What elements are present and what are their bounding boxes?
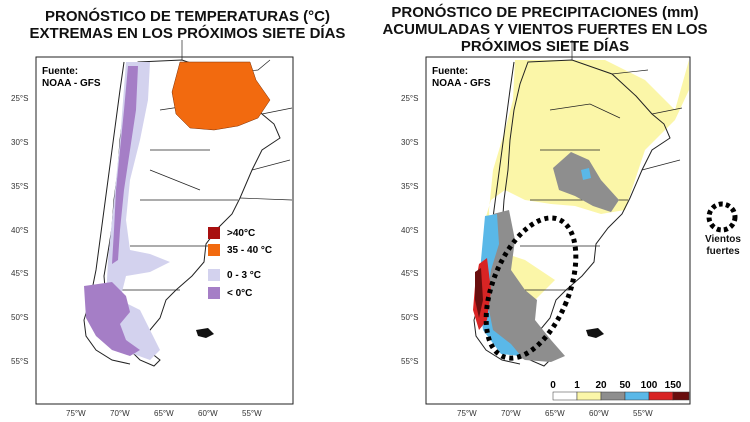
cold-zone-below-zero-south: [84, 282, 140, 356]
temperature-map: Fuente: NOAA - GFS 25°S 30°S 35°S 40°S 4…: [11, 40, 294, 418]
right-map-title: PRONÓSTICO DE PRECIPITACIONES (mm) ACUMU…: [375, 4, 715, 55]
right-source-value: NOAA - GFS: [432, 78, 491, 89]
lat-label: 55°S: [401, 357, 418, 366]
lon-label: 75°W: [66, 409, 86, 418]
legend-swatch-over-40: [208, 227, 220, 239]
scale-label-1: 1: [574, 380, 580, 391]
lat-label: 35°S: [11, 182, 28, 191]
lat-label: 50°S: [11, 313, 28, 322]
right-title-line-3: PRÓXIMOS SIETE DÍAS: [460, 38, 630, 55]
lon-label: 55°W: [242, 409, 262, 418]
right-lat-ticks: 25°S 30°S 35°S 40°S 45°S 50°S 55°S: [401, 94, 418, 366]
lat-label: 45°S: [401, 269, 418, 278]
scale-swatch-0-1: [552, 391, 578, 401]
lon-label: 70°W: [110, 409, 130, 418]
scale-label-150: 150: [665, 380, 682, 391]
lat-label: 25°S: [11, 94, 28, 103]
temperature-legend: >40°C 35 - 40 °C 0 - 3 °C < 0°C: [208, 227, 272, 299]
lat-label: 40°S: [11, 226, 28, 235]
left-chile-coast: [83, 61, 131, 365]
lat-label: 50°S: [401, 313, 418, 322]
wind-legend-line-1: Vientos: [705, 234, 741, 245]
scale-label-100: 100: [641, 380, 658, 391]
left-malvinas-islands: [196, 328, 214, 338]
left-borders: [122, 40, 293, 291]
legend-label-below-zero: < 0°C: [227, 288, 252, 299]
right-borders: [512, 40, 683, 291]
precip-zone-20-50-patagonia: [483, 210, 565, 362]
cold-zone-below-zero: [112, 66, 138, 264]
strong-wind-zone: [483, 215, 579, 361]
lat-label: 25°S: [401, 94, 418, 103]
lat-label: 45°S: [11, 269, 28, 278]
scale-swatch-20-50: [600, 391, 626, 401]
scale-label-50: 50: [619, 380, 631, 391]
right-malvinas-islands: [586, 328, 604, 338]
right-source-label: Fuente:: [432, 66, 468, 77]
lon-label: 75°W: [457, 409, 477, 418]
precip-zone-50-100-andes: [479, 214, 521, 356]
left-lat-ticks: 25°S 30°S 35°S 40°S 45°S 50°S 55°S: [11, 94, 28, 366]
scale-label-20: 20: [595, 380, 607, 391]
scale-swatch-1-20: [576, 391, 602, 401]
heat-zone-35-40: [171, 61, 271, 131]
left-map-title: PRONÓSTICO DE TEMPERATURAS (°C) EXTREMAS…: [0, 8, 375, 42]
scale-swatch-100-150: [648, 391, 674, 401]
legend-swatch-35-40: [208, 244, 220, 256]
lat-label: 30°S: [11, 138, 28, 147]
legend-swatch-0-3: [208, 269, 220, 281]
right-title-line-2: ACUMULADAS Y VIENTOS FUERTES EN LOS: [382, 21, 708, 38]
legend-label-35-40: 35 - 40 °C: [227, 245, 272, 256]
left-title-line-2: EXTREMAS EN LOS PRÓXIMOS SIETE DÍAS: [29, 25, 346, 42]
lat-label: 55°S: [11, 357, 28, 366]
precipitation-map: Fuente: NOAA - GFS 25°S 30°S 35°S 40°S 4…: [401, 40, 738, 418]
right-lon-ticks: 75°W 70°W 65°W 60°W 55°W: [457, 409, 653, 418]
wind-legend-symbol: [706, 201, 738, 233]
precip-zone-20-50-centre: [553, 152, 619, 212]
legend-label-over-40: >40°C: [227, 228, 255, 239]
wind-legend-label: Vientos fuertes: [696, 234, 750, 258]
right-title-line-1: PRONÓSTICO DE PRECIPITACIONES (mm): [391, 4, 699, 21]
lat-label: 35°S: [401, 182, 418, 191]
lon-label: 65°W: [154, 409, 174, 418]
scale-label-0: 0: [550, 380, 556, 391]
lon-label: 55°W: [633, 409, 653, 418]
lat-label: 30°S: [401, 138, 418, 147]
wind-legend-line-2: fuertes: [706, 246, 740, 257]
lon-label: 60°W: [198, 409, 218, 418]
legend-label-0-3: 0 - 3 °C: [227, 270, 261, 281]
lon-label: 60°W: [589, 409, 609, 418]
scale-swatch-over-150: [672, 391, 690, 401]
lon-label: 65°W: [545, 409, 565, 418]
left-title-line-1: PRONÓSTICO DE TEMPERATURAS (°C): [45, 8, 330, 25]
left-lon-ticks: 75°W 70°W 65°W 60°W 55°W: [66, 409, 262, 418]
lon-label: 70°W: [501, 409, 521, 418]
precipitation-scale: 0 1 20 50 100 150: [550, 380, 690, 401]
lat-label: 40°S: [401, 226, 418, 235]
precip-zone-over-150: [475, 268, 483, 318]
legend-swatch-below-zero: [208, 287, 220, 299]
precip-zone-50-100-centre: [581, 168, 591, 180]
precip-zone-1-20-east: [525, 60, 619, 150]
left-source-label: Fuente:: [42, 66, 78, 77]
left-source-value: NOAA - GFS: [42, 78, 101, 89]
scale-swatch-50-100: [624, 391, 650, 401]
